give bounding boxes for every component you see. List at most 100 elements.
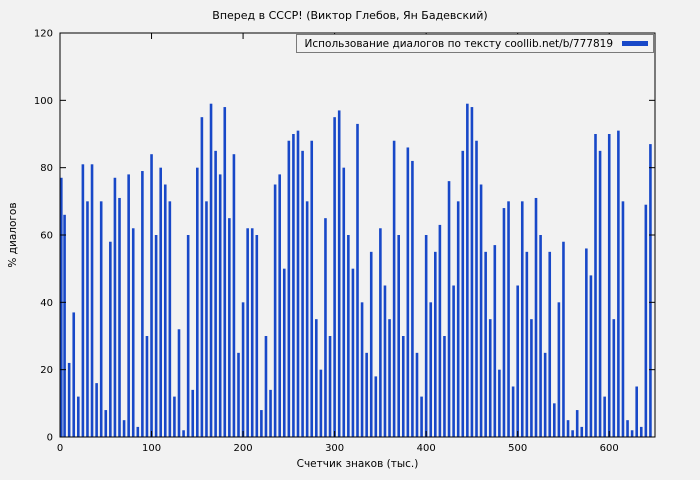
bar [200, 117, 204, 438]
bar [324, 218, 327, 437]
y-tick-label: 120 [34, 29, 53, 40]
bar [598, 150, 602, 438]
bar [315, 319, 318, 437]
bar [617, 130, 620, 437]
bar [475, 140, 478, 437]
bar [548, 251, 552, 437]
bar [296, 130, 300, 437]
bar [260, 410, 263, 437]
bar [621, 201, 625, 437]
bar [553, 403, 556, 437]
y-tick-label: 80 [40, 163, 53, 174]
bar [141, 171, 144, 438]
bar [86, 201, 89, 437]
bar [488, 319, 492, 437]
bar [250, 228, 254, 437]
bar [305, 201, 309, 437]
bar [67, 362, 71, 437]
bar [118, 197, 121, 437]
bar [571, 430, 574, 437]
bar [516, 285, 519, 437]
bar [420, 396, 423, 437]
bar [209, 103, 213, 437]
bar [237, 352, 240, 437]
bar [136, 426, 140, 437]
x-tick-label: 600 [600, 443, 619, 454]
bar [649, 144, 652, 437]
y-tick-label: 40 [40, 298, 53, 309]
bar [196, 167, 199, 437]
bar [443, 336, 446, 437]
bar [397, 235, 400, 437]
y-tick-label: 60 [40, 231, 53, 242]
bar [520, 201, 524, 437]
y-tick-label: 20 [40, 365, 53, 376]
bar [639, 426, 643, 437]
bar [177, 329, 181, 437]
bar [205, 201, 208, 437]
bar [278, 174, 281, 437]
bar [356, 123, 359, 438]
x-tick-label: 100 [142, 443, 161, 454]
bar [182, 430, 185, 437]
bar [99, 201, 103, 437]
bar [154, 235, 158, 437]
bar [328, 336, 332, 437]
bar [411, 160, 414, 437]
legend: Использование диалогов по тексту coollib… [295, 34, 654, 53]
y-axis-label: % диалогов [7, 202, 19, 268]
bar [241, 302, 245, 437]
x-tick-label: 500 [508, 443, 527, 454]
bar [246, 228, 249, 437]
bar [319, 369, 323, 437]
bar [511, 386, 515, 437]
bar [333, 117, 336, 438]
bar [109, 241, 112, 437]
bar [255, 235, 259, 437]
bar [580, 426, 584, 437]
bar [635, 386, 638, 437]
bar [310, 140, 314, 437]
bar [379, 228, 382, 437]
bar [95, 383, 98, 437]
bar [434, 251, 437, 437]
bar [493, 245, 497, 437]
bar [543, 352, 547, 437]
bar [562, 241, 565, 437]
bar [301, 150, 304, 438]
bar [575, 410, 579, 437]
bar [383, 285, 387, 437]
bar [90, 164, 94, 438]
bar [127, 174, 130, 437]
bar [594, 134, 597, 437]
bar [337, 110, 341, 437]
bar [163, 184, 167, 437]
bar [264, 336, 268, 437]
bar [191, 389, 195, 437]
bar [122, 420, 126, 437]
bar [392, 140, 396, 437]
bar [287, 140, 291, 437]
bar [502, 208, 506, 437]
bar [232, 154, 236, 437]
bar [113, 177, 117, 437]
bar [566, 420, 570, 437]
bar [479, 184, 483, 437]
bar [530, 319, 533, 437]
bar [388, 319, 391, 437]
bar [369, 251, 373, 437]
bar [539, 235, 542, 437]
bar [63, 214, 66, 437]
bar [626, 420, 629, 437]
bar [351, 268, 355, 437]
y-tick-label: 0 [47, 433, 53, 444]
bar [507, 201, 510, 437]
x-axis-label: Счетчик знаков (тыс.) [296, 458, 419, 470]
bar [150, 154, 153, 437]
bar [81, 164, 85, 438]
legend-label: Использование диалогов по тексту coollib… [304, 37, 613, 50]
bar [292, 134, 295, 437]
bar [168, 201, 172, 437]
